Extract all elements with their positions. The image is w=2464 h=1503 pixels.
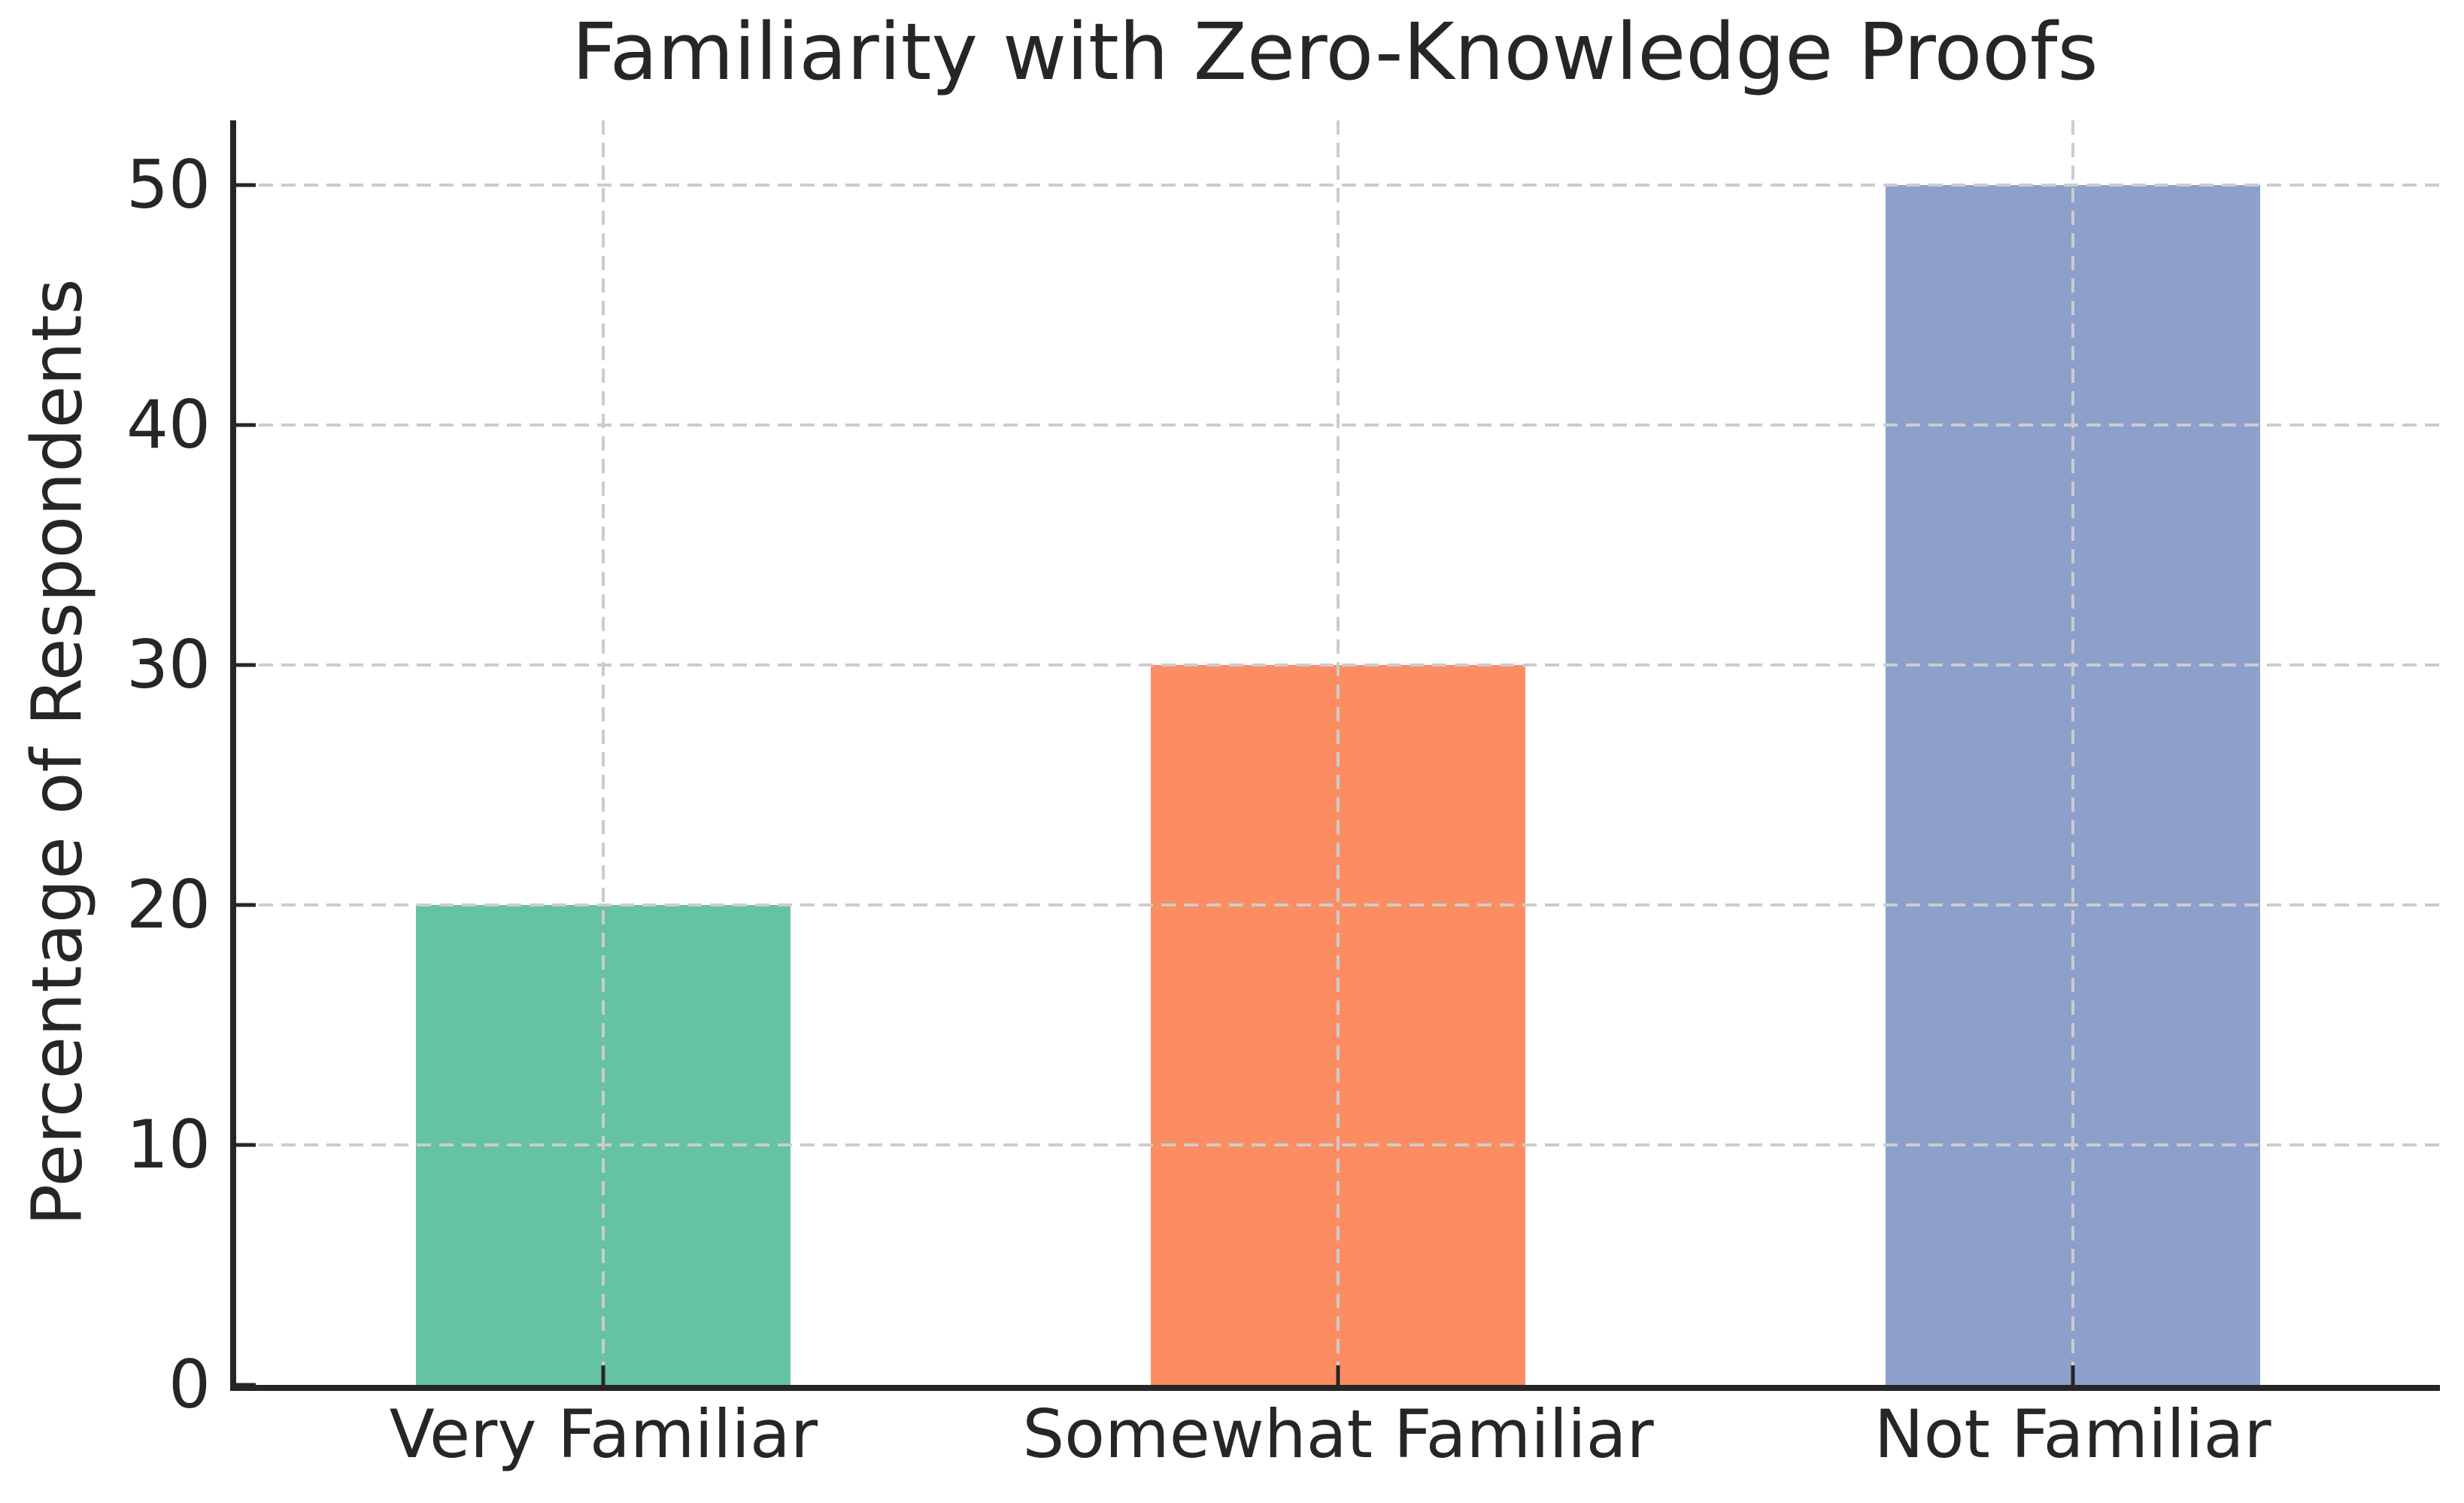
y-tick-10 [236, 1143, 256, 1147]
y-tick-20 [236, 903, 256, 907]
y-axis-label: Percentage of Respondents [17, 278, 98, 1226]
x-tick-very-familiar [601, 1365, 605, 1385]
y-tick-label-40: 40 [126, 386, 211, 464]
plot-area: 0 10 20 30 40 50 Very Familiar Somewhat Familia… [126, 120, 2440, 1468]
v-gridline-somewhat-familiar [1337, 120, 1340, 1385]
x-tick-not-familiar [2071, 1365, 2075, 1385]
y-tick-label-20: 20 [126, 866, 211, 944]
y-tick-label-10: 10 [126, 1106, 211, 1184]
x-tick-label-very-familiar: Very Familiar [389, 1395, 818, 1473]
y-tick-label-30: 30 [126, 626, 211, 704]
y-tick-30 [236, 663, 256, 667]
v-gridline-not-familiar [2071, 120, 2074, 1385]
x-tick-label-not-familiar: Not Familiar [1874, 1395, 2271, 1473]
y-tick-0 [236, 1383, 256, 1387]
y-tick-label-0: 0 [168, 1346, 211, 1423]
chart-title: Familiarity with Zero-Knowledge Proofs [572, 6, 2098, 98]
y-tick-label-50: 50 [126, 146, 211, 224]
v-gridline-very-familiar [602, 120, 605, 1385]
x-tick-somewhat-familiar [1336, 1365, 1340, 1385]
y-tick-50 [236, 183, 256, 187]
x-tick-label-somewhat-familiar: Somewhat Familiar [1022, 1395, 1654, 1473]
y-tick-40 [236, 423, 256, 427]
